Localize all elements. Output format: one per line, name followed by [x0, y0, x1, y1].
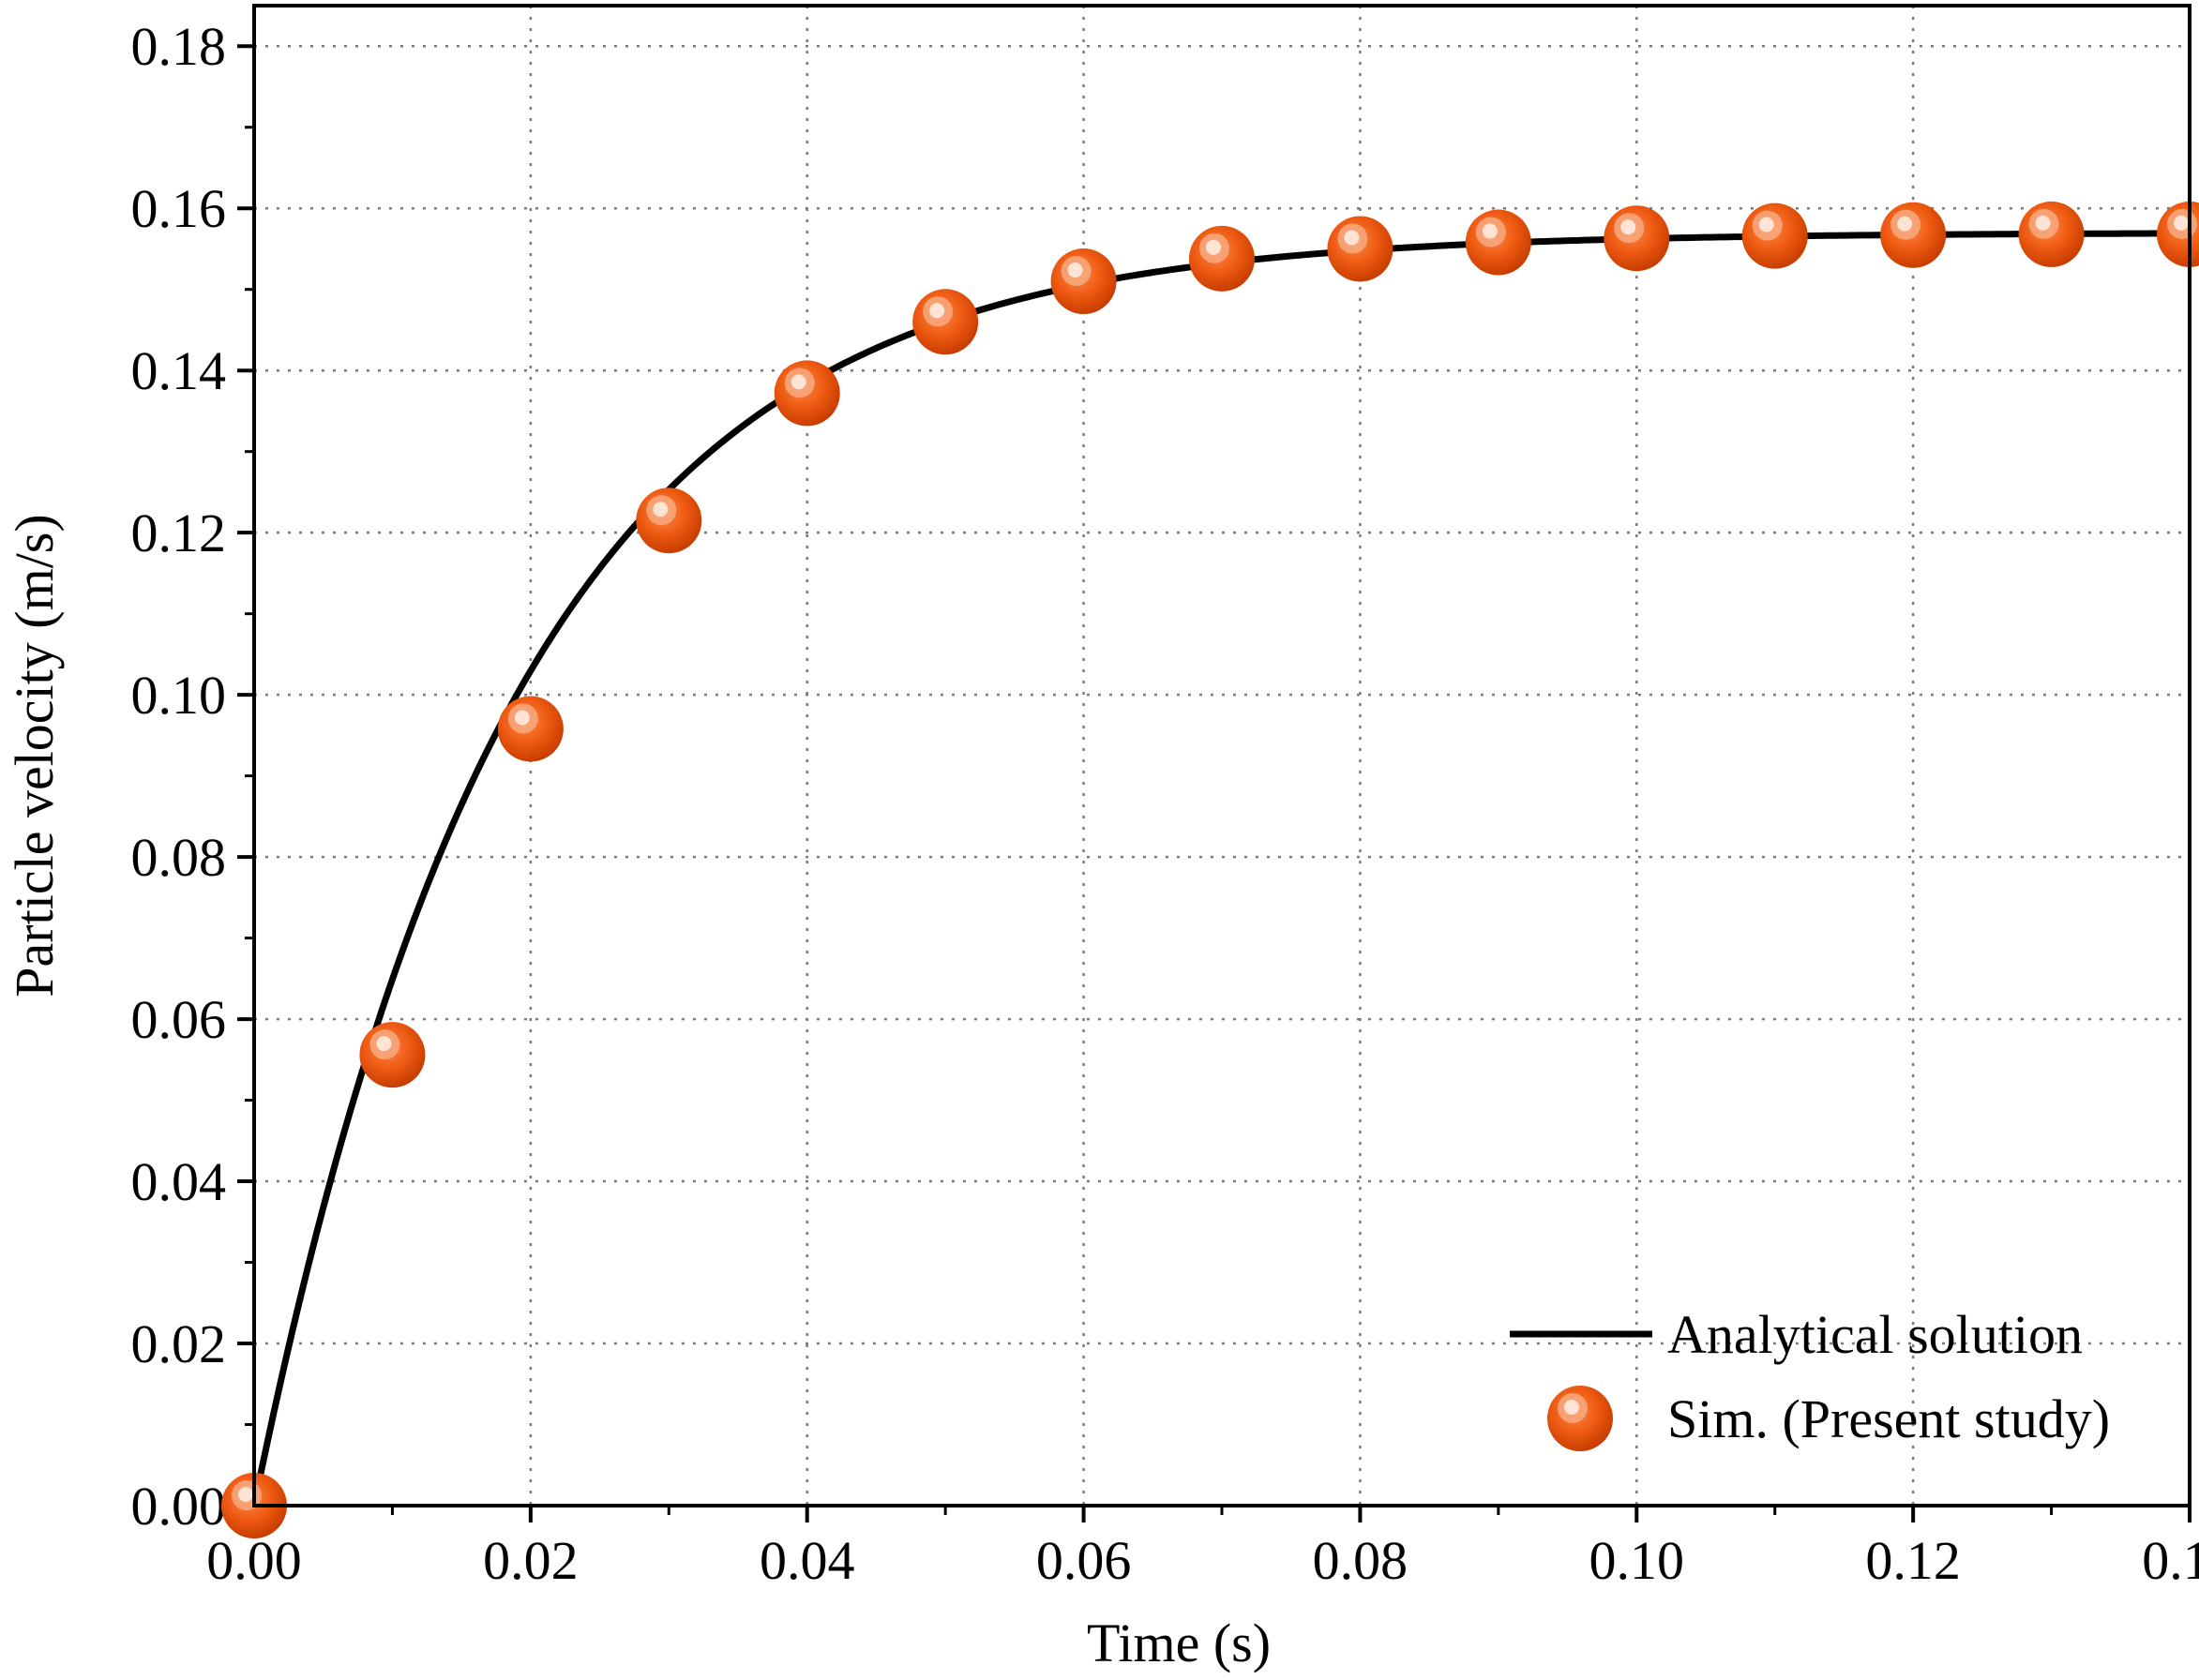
simulation-markers: [221, 201, 2199, 1538]
x-axis-title: Time (s): [1087, 1612, 1271, 1673]
sim-point: [1327, 216, 1393, 282]
sim-point: [1189, 225, 1255, 292]
sim-point: [1880, 202, 1947, 268]
legend-label-analytical: Analytical solution: [1667, 1304, 2083, 1365]
sim-point: [497, 696, 564, 762]
sim-point: [359, 1022, 426, 1088]
x-tick-label: 0.14: [2142, 1530, 2199, 1591]
x-tick-label: 0.10: [1589, 1530, 1685, 1591]
legend-label-simulation: Sim. (Present study): [1667, 1388, 2110, 1449]
y-tick-labels: 0.00 0.02 0.04 0.06 0.08 0.10 0.12 0.14 0.16 0.18: [131, 16, 227, 1537]
y-tick-label: 0.02: [131, 1313, 227, 1374]
x-tick-label: 0.12: [1865, 1530, 1961, 1591]
sim-point: [774, 360, 840, 427]
y-axis-title: Particle velocity (m/s): [4, 514, 65, 997]
y-tick-label: 0.08: [131, 827, 227, 888]
sim-point: [1604, 205, 1670, 272]
y-tick-label: 0.16: [131, 178, 227, 239]
x-tick-label: 0.00: [206, 1530, 302, 1591]
sim-point: [912, 289, 979, 355]
x-tick-label: 0.06: [1036, 1530, 1132, 1591]
sim-point: [636, 488, 702, 554]
y-tick-label: 0.12: [131, 502, 227, 563]
y-tick-label: 0.00: [131, 1476, 227, 1537]
sim-point: [2018, 201, 2085, 267]
x-tick-labels: 0.00 0.02 0.04 0.06 0.08 0.10 0.12 0.14: [206, 1530, 2199, 1591]
legend-marker-swatch: [1547, 1386, 1613, 1451]
x-tick-label: 0.04: [760, 1530, 855, 1591]
x-tick-label: 0.02: [483, 1530, 579, 1591]
plot-frame: [252, 4, 2191, 1508]
y-tick-label: 0.06: [131, 989, 227, 1050]
sim-point: [1465, 209, 1531, 276]
x-tick-label: 0.08: [1313, 1530, 1408, 1591]
legend: Analytical solution Sim. (Present study): [1510, 1304, 2110, 1451]
y-tick-label: 0.04: [131, 1151, 227, 1212]
y-tick-label: 0.18: [131, 16, 227, 77]
sim-point: [1741, 202, 1808, 269]
y-tick-label: 0.10: [131, 665, 227, 726]
sim-point: [1050, 248, 1117, 315]
y-tick-label: 0.14: [131, 340, 227, 401]
